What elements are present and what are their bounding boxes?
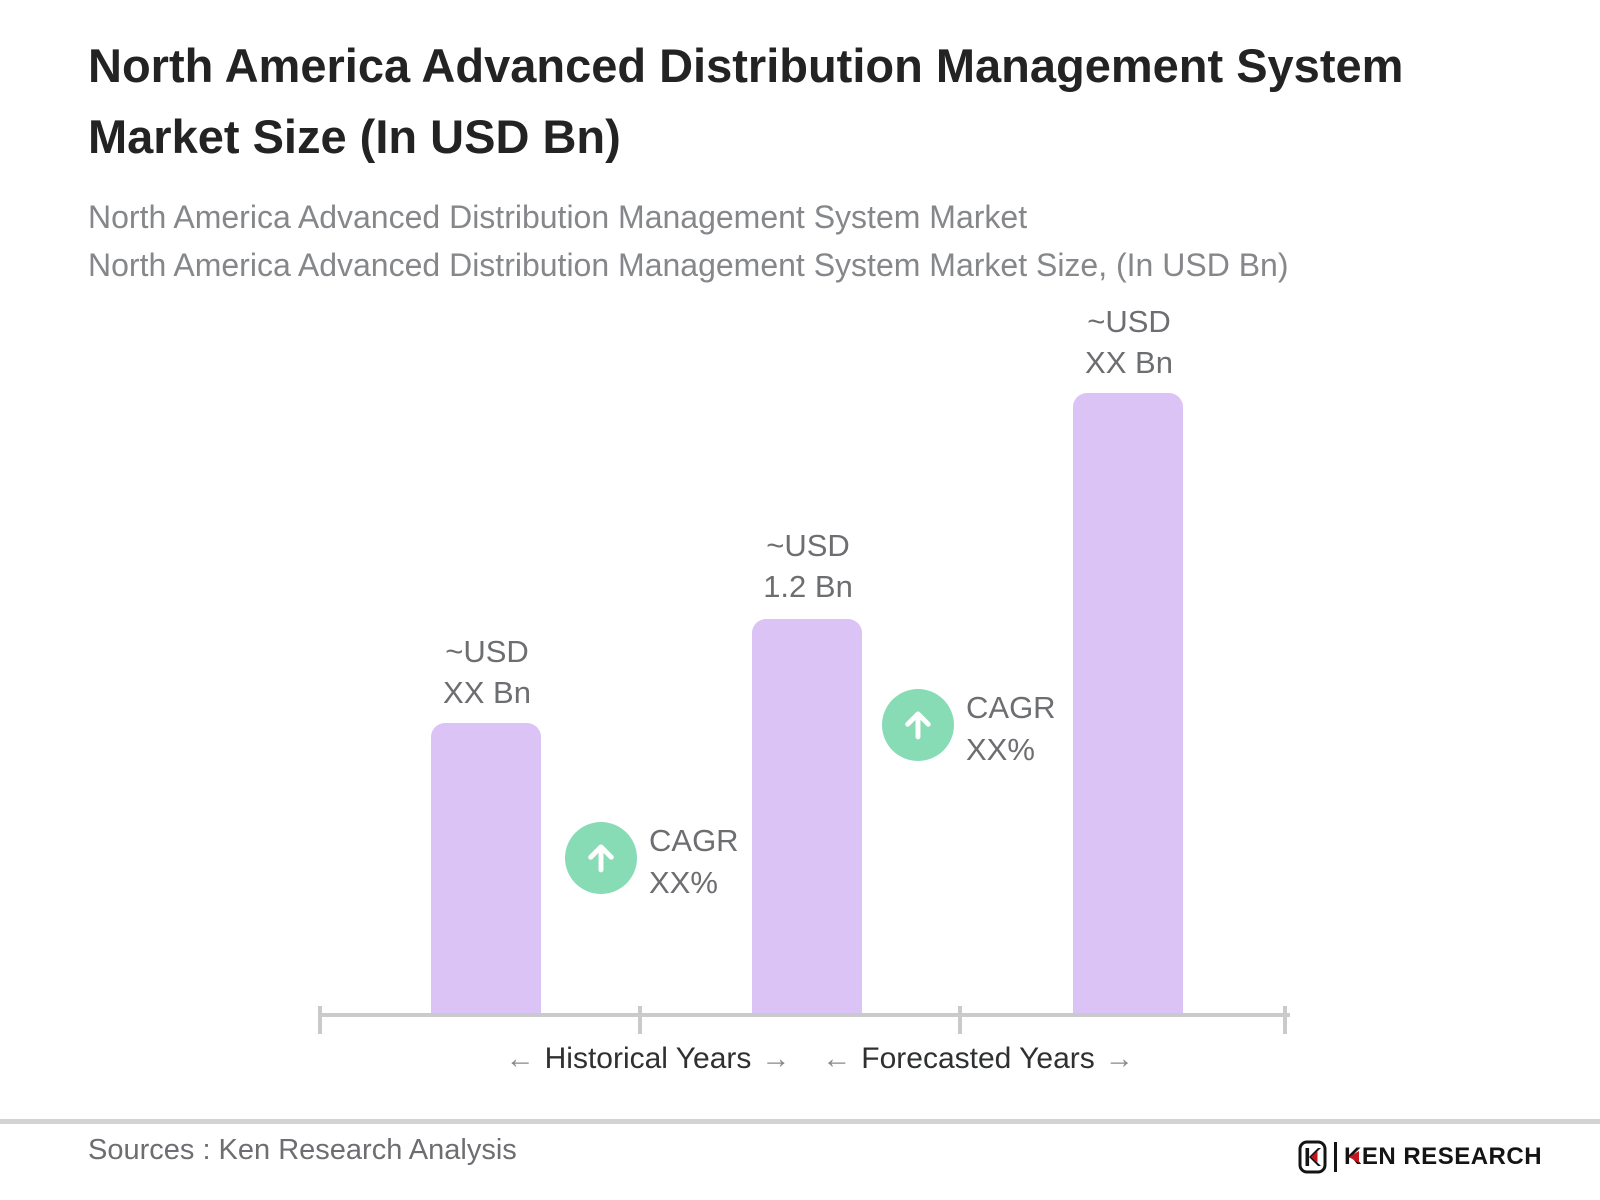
bar-value-label-current: ~USD 1.2 Bn [763,526,853,608]
axis-segment-historical: ← Historical Years → [506,1042,791,1076]
bar-forecast [1073,393,1183,1016]
logo-wordmark: K EN RESEARCH [1344,1143,1542,1171]
sources-note: Sources : Ken Research Analysis [88,1134,517,1166]
subtitle-line-2: North America Advanced Distribution Mana… [88,247,1289,283]
footer-divider [0,1119,1600,1124]
cagr-marker-historical: CAGR XX% [565,820,739,904]
up-arrow-icon [588,844,614,873]
bar-value-line1: ~USD [766,528,850,563]
axis-segment-forecasted: ← Forecasted Years → [822,1042,1133,1076]
bar-value-label-historical: ~USD XX Bn [443,632,531,714]
red-triangle-icon [1348,1151,1359,1163]
ken-research-badge-icon [1298,1140,1327,1174]
ken-research-logo: K EN RESEARCH [1298,1140,1542,1174]
x-axis-line [318,1013,1290,1017]
bar-value-line1: ~USD [445,634,529,669]
axis-segment-label: Historical Years [544,1042,752,1075]
logo-rest: EN RESEARCH [1361,1143,1543,1170]
cagr-label: CAGR XX% [649,820,739,904]
bar-value-line2: XX Bn [443,674,531,710]
cagr-label-line1: CAGR [649,823,739,858]
x-axis-tick [638,1006,642,1034]
right-arrow-icon: → [1104,1042,1134,1075]
cagr-label-line2: XX% [966,731,1035,767]
subtitle-line-1: North America Advanced Distribution Mana… [88,199,1028,235]
x-axis-tick [1283,1006,1287,1034]
cagr-label-line1: CAGR [966,690,1056,725]
cagr-label: CAGR XX% [966,687,1056,771]
bar-historical [431,723,541,1016]
right-arrow-icon: → [761,1042,791,1075]
axis-segment-label: Forecasted Years [861,1042,1095,1075]
bar-current [752,619,862,1016]
up-arrow-icon [905,711,931,740]
growth-circle [565,822,637,894]
cagr-label-line2: XX% [649,864,718,900]
x-axis-tick [958,1006,962,1034]
bar-value-label-forecast: ~USD XX Bn [1085,302,1173,384]
bar-value-line2: 1.2 Bn [763,568,853,604]
bar-value-line1: ~USD [1087,304,1171,339]
page-title: North America Advanced Distribution Mana… [88,39,1404,164]
left-arrow-icon: ← [505,1042,535,1075]
bar-value-line2: XX Bn [1085,344,1173,380]
x-axis-tick [318,1006,322,1034]
logo-divider [1334,1142,1337,1172]
left-arrow-icon: ← [822,1042,852,1075]
growth-circle [882,689,954,761]
cagr-marker-forecast: CAGR XX% [882,687,1056,771]
